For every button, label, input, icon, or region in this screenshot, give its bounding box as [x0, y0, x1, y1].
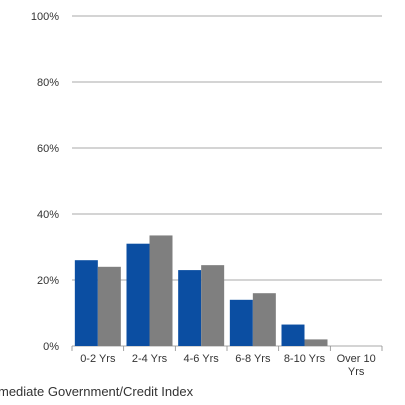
x-tick-label: 6-8 Yrs: [235, 353, 271, 365]
y-tick-label: 20%: [37, 275, 59, 287]
bar: [178, 270, 202, 346]
y-tick-label: 60%: [37, 143, 59, 155]
bar: [229, 299, 253, 346]
bar: [201, 265, 225, 346]
y-tick-label: 0%: [43, 341, 59, 353]
bar: [97, 266, 121, 346]
y-tick-label: 40%: [37, 209, 59, 221]
bar: [281, 324, 305, 346]
x-tick-label: 8-10 Yrs: [284, 353, 326, 365]
bar: [149, 235, 173, 346]
bar: [126, 243, 150, 346]
legend-caption: mediate Government/Credit Index: [0, 384, 194, 399]
x-tick-label: 4-6 Yrs: [184, 353, 220, 365]
y-tick-label: 100%: [31, 11, 59, 23]
x-tick-label: Over 10 Yrs: [337, 353, 376, 378]
x-tick-label: 0-2 Yrs: [80, 353, 116, 365]
bar: [74, 260, 98, 346]
x-tick-label: 2-4 Yrs: [132, 353, 168, 365]
y-tick-label: 80%: [37, 77, 59, 89]
bar: [304, 339, 328, 346]
bar: [252, 293, 276, 346]
